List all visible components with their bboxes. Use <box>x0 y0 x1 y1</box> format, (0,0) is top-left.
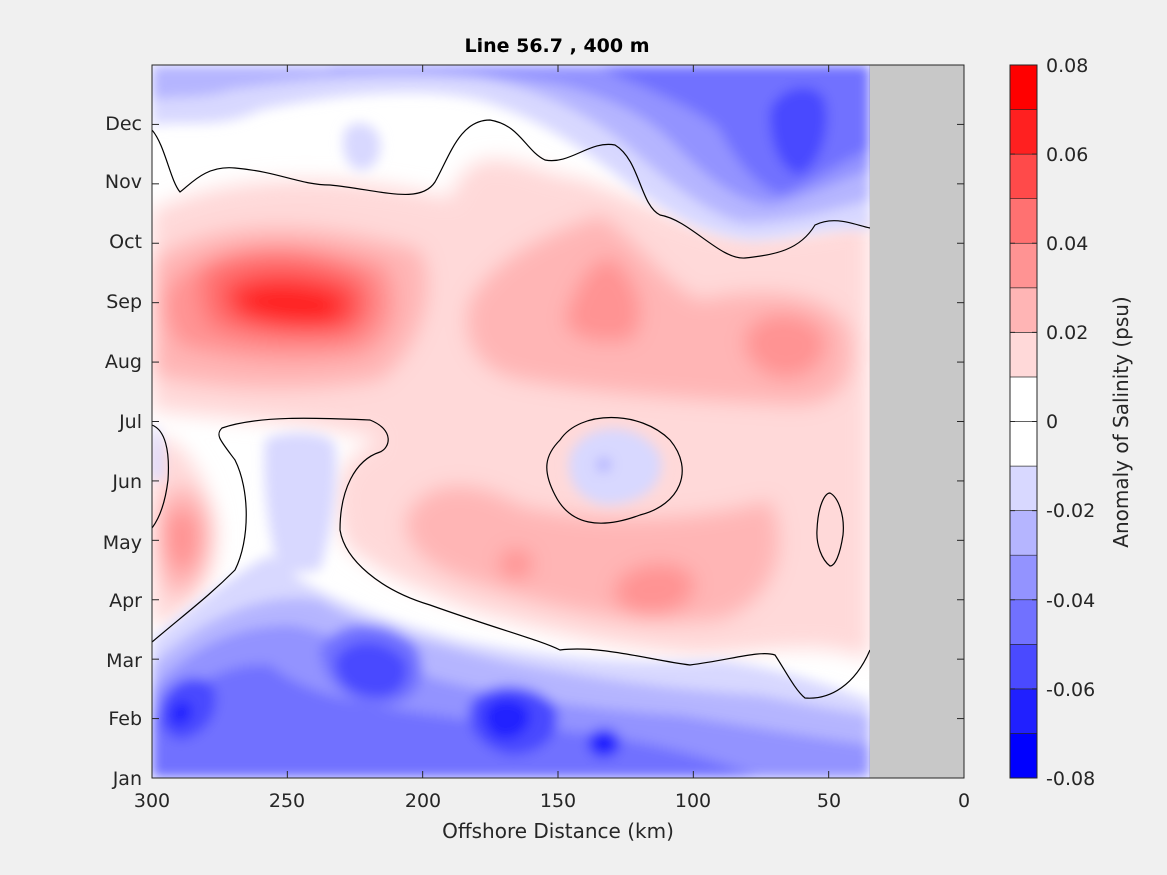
colorbar-band <box>1009 465 1038 511</box>
y-tick-label: Jul <box>118 411 142 433</box>
colorbar-tick-marks <box>1010 64 1037 779</box>
y-axis: Jan Feb Mar Apr May Jun Jul Aug Sep Oct … <box>103 113 964 790</box>
y-tick-label: Feb <box>108 708 142 730</box>
x-tick-marks <box>151 65 965 778</box>
colorbar-tick-label: 0 <box>1046 411 1058 433</box>
colorbar-band <box>1009 510 1038 556</box>
colorbar-band <box>1009 376 1038 422</box>
y-tick-label: May <box>103 532 142 554</box>
colorbar-tick-label: 0.02 <box>1046 322 1088 344</box>
band-neg-level6-b <box>484 698 531 739</box>
colorbar-tick-label: 0.04 <box>1046 233 1088 255</box>
y-tick-label: Mar <box>106 650 142 672</box>
colorbar-band <box>1009 733 1038 779</box>
zero-contour-line <box>152 424 170 529</box>
colorbar-band <box>1009 688 1038 734</box>
band-pos-level3-west <box>164 510 199 572</box>
colorbar-tick-label: -0.08 <box>1046 768 1095 790</box>
x-tick-label: 200 <box>405 790 441 812</box>
colorbar-label: Anomaly of Salinity (psu) <box>1109 296 1133 547</box>
band-neg-level2-jun <box>596 457 612 472</box>
x-axis: 300 250 200 150 100 50 0 Offshore Distan… <box>134 65 970 843</box>
band-neg-level1-jun <box>568 428 662 505</box>
x-tick-label: 150 <box>540 790 576 812</box>
colorbar-tick-label: -0.06 <box>1046 679 1095 701</box>
colorbar-band <box>1009 599 1038 645</box>
colorbar-band <box>1009 153 1038 199</box>
negative-anomaly-bands <box>152 65 870 778</box>
plot-area <box>151 64 965 779</box>
colorbar-tick-label: 0.06 <box>1046 144 1088 166</box>
colorbar: 0.08 0.06 0.04 0.02 0 -0.02 -0.04 -0.06 … <box>1009 55 1133 790</box>
band-neg-level1-west-strip <box>264 433 337 575</box>
contour-field <box>152 65 870 778</box>
x-tick-label: 250 <box>269 790 305 812</box>
colorbar-band <box>1009 198 1038 244</box>
colorbar-band <box>1009 242 1038 289</box>
colorbar-band <box>1009 109 1038 155</box>
y-tick-label: Aug <box>105 351 142 373</box>
y-tick-marks <box>152 123 964 779</box>
band-pos-level3-central <box>565 258 641 342</box>
band-neg-level1-west-jun <box>152 425 163 480</box>
colorbar-band <box>1009 64 1038 110</box>
y-tick-label: Apr <box>109 590 142 612</box>
colorbar-band <box>1009 287 1038 333</box>
colorbar-tick-label: -0.02 <box>1046 500 1095 522</box>
colorbar-tick-label: 0.08 <box>1046 55 1088 77</box>
band-neg-level6-c <box>588 729 620 757</box>
missing-data-region <box>869 65 964 778</box>
y-tick-label: Sep <box>106 291 142 313</box>
band-neg-level6-d <box>170 701 192 726</box>
y-tick-label: Jun <box>111 471 142 493</box>
x-tick-label: 100 <box>675 790 711 812</box>
colorbar-tick-label: -0.04 <box>1046 590 1095 612</box>
positive-anomaly-bands <box>152 159 870 660</box>
x-tick-label: 0 <box>958 790 970 812</box>
band-pos-level3-south <box>614 563 695 616</box>
band-pos-level6 <box>238 285 341 323</box>
band-neg-level5-north <box>769 87 828 175</box>
x-tick-label: 300 <box>134 790 170 812</box>
colorbar-band <box>1009 554 1038 601</box>
zero-contour-line <box>546 416 683 524</box>
band-pos-level3-mini <box>499 548 534 580</box>
zero-contour-line <box>152 417 870 699</box>
chart-title: Line 56.7 , 400 m <box>464 35 649 57</box>
colorbar-band <box>1009 332 1038 378</box>
x-tick-label: 50 <box>817 790 841 812</box>
y-tick-label: Nov <box>105 171 142 193</box>
y-tick-label: Jan <box>112 768 142 790</box>
band-neg-level5 <box>335 642 408 697</box>
zero-contours <box>152 119 870 699</box>
band-neg-level1-patch <box>343 123 381 171</box>
y-tick-label: Dec <box>105 113 142 135</box>
colorbar-band <box>1009 421 1038 467</box>
x-axis-label: Offshore Distance (km) <box>442 819 674 843</box>
zero-contour-line <box>152 119 870 259</box>
zero-contour-line <box>816 492 844 567</box>
band-pos-level3-east <box>744 314 826 379</box>
colorbar-band <box>1009 644 1038 690</box>
y-tick-label: Oct <box>109 231 142 253</box>
